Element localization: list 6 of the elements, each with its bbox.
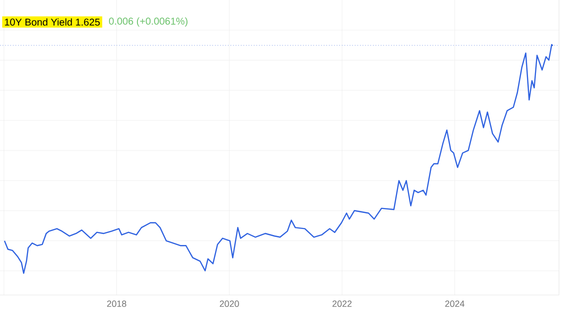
x-tick-label: 2018 xyxy=(107,300,126,307)
x-tick-label: 2022 xyxy=(332,300,352,307)
chart-title: 10Y Bond Yield 1.625 xyxy=(4,18,100,26)
chart-subtitle: 0.006 (+0.0061%) xyxy=(109,17,188,27)
x-tick-label: 2024 xyxy=(445,300,464,307)
x-tick-label: 2020 xyxy=(220,300,239,307)
